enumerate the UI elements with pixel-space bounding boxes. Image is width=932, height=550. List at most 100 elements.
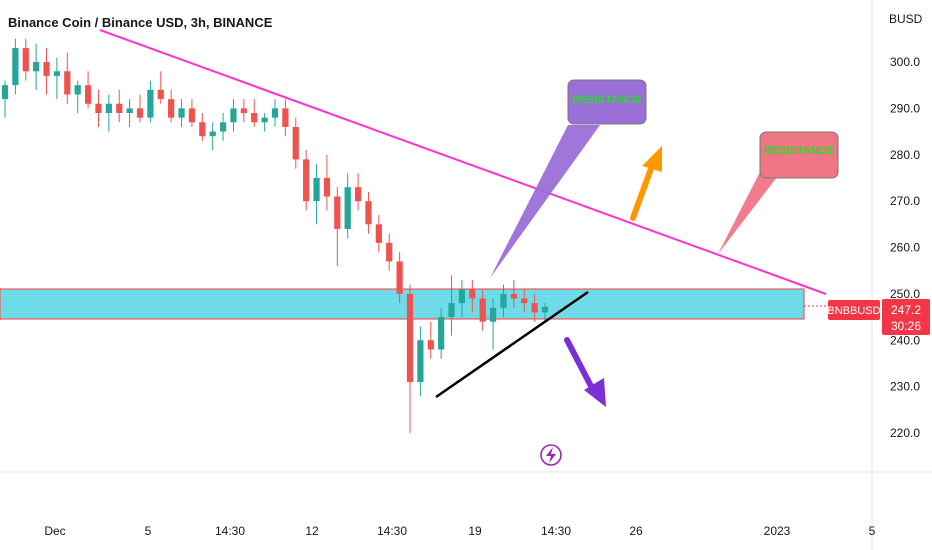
candle: [178, 99, 185, 127]
candle-body: [199, 122, 206, 137]
candle: [282, 99, 289, 137]
callout-1-box: [567, 79, 647, 125]
candle: [500, 284, 507, 318]
x-axis-ticks: Dec 5 14:30 12 14:30 19 14:30 26 2023 5: [44, 524, 875, 538]
callout-2-pointer: [718, 168, 784, 254]
candle: [479, 289, 486, 331]
candle-body: [521, 298, 528, 304]
x-tick-label: 12: [305, 524, 319, 538]
candle-body: [12, 48, 19, 86]
candle: [271, 99, 279, 127]
down-arrow-head: [584, 378, 606, 407]
candle: [438, 307, 445, 359]
ticker-badge[interactable]: BNBBUSD: [827, 300, 881, 320]
resistance-callout-2[interactable]: RESISTANCE: [718, 131, 839, 254]
candle-body: [500, 293, 507, 308]
candle-body: [469, 289, 476, 299]
candle-body: [334, 196, 341, 229]
rising-trendline[interactable]: [435, 290, 589, 399]
resistance-trendline[interactable]: [99, 29, 827, 295]
candle-body: [458, 289, 466, 304]
candle-body: [417, 340, 424, 382]
candle: [427, 321, 434, 359]
countdown: 30:26: [891, 319, 921, 333]
candle-body: [427, 340, 434, 350]
y-tick-label: 280.0: [890, 148, 920, 162]
chart-title: Binance Coin / Binance USD, 3h, BINANCE: [8, 15, 273, 30]
candle-body: [116, 103, 123, 114]
candle: [157, 71, 164, 104]
candle: [541, 303, 549, 322]
x-tick-label: 14:30: [541, 524, 571, 538]
down-arrow-shaft: [564, 337, 595, 391]
candle: [95, 89, 102, 127]
candle: [417, 326, 424, 396]
candle-body: [282, 108, 289, 127]
candle: [396, 252, 403, 304]
candle: [53, 57, 61, 100]
candle-body: [188, 108, 196, 123]
candle-body: [365, 201, 372, 225]
candle: [168, 89, 175, 123]
candle-body: [396, 261, 403, 294]
candle-body: [479, 298, 486, 322]
candle: [375, 215, 382, 253]
lightning-icon[interactable]: [540, 444, 562, 466]
candle: [188, 99, 196, 127]
candle-body: [313, 177, 320, 202]
candle: [230, 99, 237, 132]
y-tick-label: 240.0: [890, 333, 920, 347]
candle-body: [261, 117, 268, 123]
x-tick-label: 2023: [764, 524, 791, 538]
y-tick-label: 250.0: [890, 287, 920, 301]
x-tick-label: 14:30: [215, 524, 245, 538]
candle-body: [43, 62, 50, 76]
y-tick-label: 230.0: [890, 380, 920, 394]
candle-body: [1, 85, 9, 100]
candle: [261, 113, 268, 132]
candle-body: [22, 48, 29, 72]
x-tick-label: 14:30: [377, 524, 407, 538]
candle-body: [53, 71, 61, 76]
down-arrow[interactable]: [564, 337, 606, 407]
y-tick-label: 270.0: [890, 194, 920, 208]
candle-body: [510, 293, 517, 299]
candle-body: [354, 187, 362, 202]
candle: [458, 279, 466, 318]
candle-body: [251, 113, 258, 123]
x-tick-label: Dec: [44, 524, 65, 538]
currency-label: BUSD: [889, 12, 923, 26]
x-tick-label: 5: [145, 524, 152, 538]
candle: [209, 122, 216, 151]
candle: [116, 89, 123, 123]
y-tick-label: 260.0: [890, 241, 920, 255]
candle-body: [448, 303, 455, 318]
candle-body: [292, 126, 299, 160]
candle: [531, 293, 538, 322]
candle-body: [541, 306, 549, 313]
candle-body: [271, 108, 279, 118]
candle-body: [105, 103, 112, 114]
candle: [354, 173, 362, 211]
candle: [313, 164, 320, 225]
candle-body: [230, 108, 237, 123]
candle-body: [489, 307, 497, 322]
candle-body: [406, 293, 414, 382]
ticker-label: BNBBUSD: [827, 305, 880, 317]
candle: [147, 80, 154, 123]
candle: [292, 117, 299, 169]
up-arrow[interactable]: [630, 146, 662, 221]
candle: [323, 154, 331, 211]
candle-body: [344, 187, 351, 229]
candle: [334, 187, 341, 267]
candle: [303, 150, 310, 211]
last-price: 247.2: [891, 303, 921, 317]
candle: [521, 289, 528, 313]
candles: [1, 38, 549, 433]
resistance-callout-1[interactable]: RESISTANCE: [490, 79, 647, 278]
y-tick-label: 290.0: [890, 101, 920, 115]
candle: [84, 71, 92, 109]
candle-body: [303, 159, 310, 202]
